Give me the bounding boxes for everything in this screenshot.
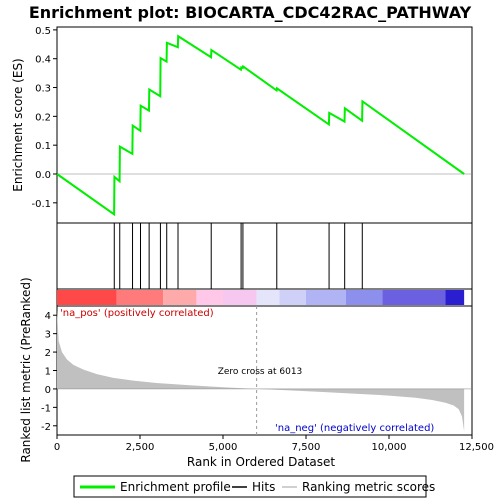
metric-axis-label: Ranked list metric (PreRanked) <box>19 277 33 462</box>
hits-group <box>113 223 363 289</box>
heat-segment-5 <box>256 290 280 305</box>
pos-label: 'na_pos' (positively correlated) <box>60 308 214 319</box>
metric-tick-label-5: 3 <box>45 330 51 341</box>
metric-panel-frame <box>56 305 473 436</box>
es-tick-label-6: 0.5 <box>35 26 51 37</box>
heat-segment-0 <box>57 290 117 305</box>
x-tick-label-0: 0 <box>54 442 60 453</box>
heat-segment-7 <box>306 290 346 305</box>
heat-segment-2 <box>163 290 197 305</box>
metric-tick-label-3: 1 <box>45 367 51 378</box>
zero-cross-label: Zero cross at 6013 <box>218 367 303 377</box>
chart-title: Enrichment plot: BIOCARTA_CDC42RAC_PATHW… <box>29 3 472 22</box>
es-panel-frame <box>56 26 473 224</box>
es-tick-label-1: 0.0 <box>35 170 51 181</box>
x-tick-label-5: 12,500 <box>459 442 494 453</box>
es-tick-label-0: -0.1 <box>31 199 51 210</box>
heat-segment-1 <box>116 290 164 305</box>
x-tick-label-1: 2,500 <box>126 442 155 453</box>
metric-area <box>57 306 472 435</box>
legend: Enrichment profile Hits Ranking metric s… <box>73 475 435 498</box>
es-tick-label-5: 0.4 <box>35 55 51 66</box>
es-tick-label-2: 0.1 <box>35 141 51 152</box>
legend-label-profile: Enrichment profile <box>120 480 231 494</box>
heat-segment-3 <box>196 290 223 305</box>
heat-bar <box>57 290 465 305</box>
legend-label-metric: Ranking metric scores <box>302 480 435 494</box>
metric-tick-label-6: 4 <box>45 311 51 322</box>
metric-tick-label-0: -2 <box>41 422 51 433</box>
legend-label-hits: Hits <box>252 480 275 494</box>
enrichment-profile-line <box>56 34 465 217</box>
x-tick-label-2: 5,000 <box>209 442 238 453</box>
metric-tick-label-1: -1 <box>41 403 51 414</box>
hits-panel-frame <box>56 222 473 290</box>
metric-tick-label-2: 0 <box>45 385 51 396</box>
x-tick-label-4: 10,000 <box>372 442 407 453</box>
es-tick-label-4: 0.3 <box>35 84 51 95</box>
metric-tick-label-4: 2 <box>45 348 51 359</box>
heat-segment-10 <box>445 290 465 305</box>
es-axis-label: Enrichment score (ES) <box>11 58 25 191</box>
heat-segment-8 <box>345 290 383 305</box>
legend-frame <box>73 475 427 498</box>
x-tick-label-3: 7,500 <box>292 442 321 453</box>
heat-segment-4 <box>223 290 257 305</box>
es-tick-label-3: 0.2 <box>35 112 51 123</box>
x-axis-label: Rank in Ordered Dataset <box>187 455 335 469</box>
heat-segment-9 <box>382 290 446 305</box>
neg-label: 'na_neg' (negatively correlated) <box>275 423 434 434</box>
es-group <box>56 34 472 217</box>
axes-group: -0.1 0.0 0.1 0.2 0.3 0.4 0.5 -2 -1 0 1 2 3 4 0 2,500 5,0… <box>31 26 494 453</box>
heat-segment-6 <box>279 290 306 305</box>
